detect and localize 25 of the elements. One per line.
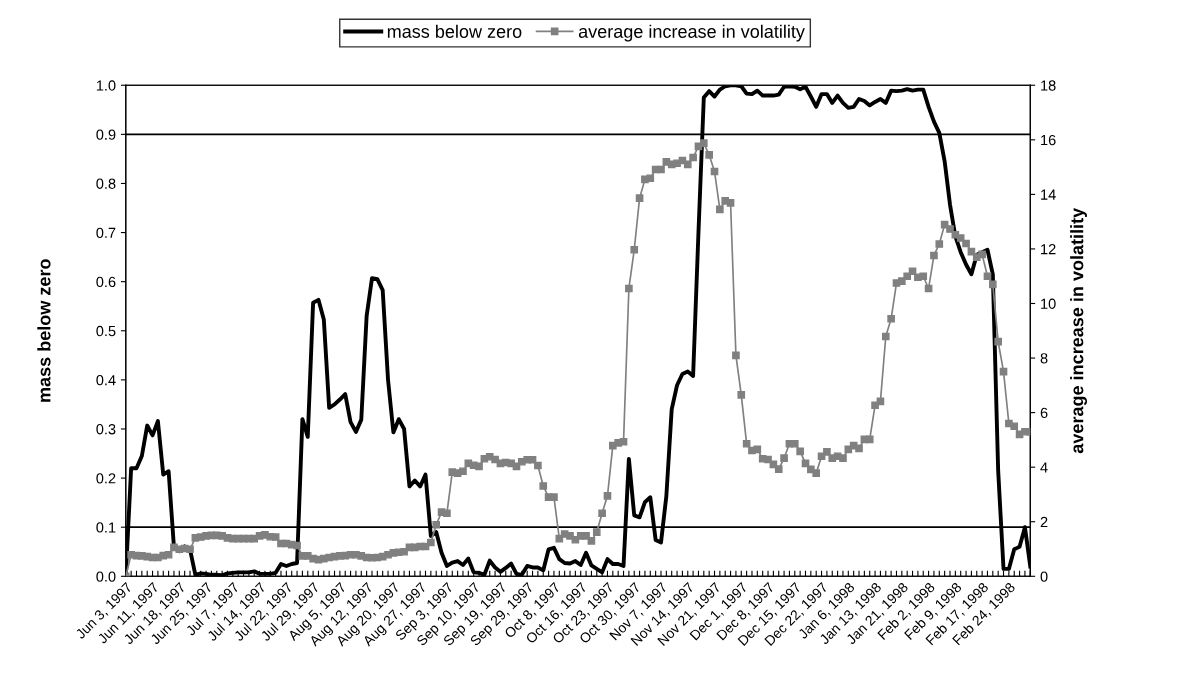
y-tick-label: 0.0	[96, 571, 116, 582]
y-tick-label: 0.6	[96, 276, 116, 288]
y2-tick-label: 6	[1040, 407, 1048, 419]
y-tick-label: 1.0	[96, 80, 116, 91]
y-axis-title: mass below zero	[37, 259, 51, 402]
y-tick-label: 0.2	[96, 473, 116, 484]
y-tick-label: 0.1	[96, 522, 116, 533]
y2-tick-label: 10	[1041, 298, 1056, 309]
legend-label: mass below zero	[387, 24, 522, 38]
y2-axis-title: average increase in volatility	[1070, 207, 1088, 454]
y-tick-label: 0.3	[96, 424, 116, 435]
y-tick-label: 0.7	[96, 227, 116, 238]
y2-tick-label: 8	[1040, 353, 1048, 364]
legend-label: average increase in volatility	[578, 24, 805, 42]
y-tick-label: 0.5	[96, 325, 116, 337]
y2-tick-label: 14	[1041, 189, 1056, 200]
y-tick-label: 0.8	[96, 178, 116, 189]
y2-tick-label: 12	[1041, 244, 1056, 255]
y2-tick-label: 16	[1041, 134, 1056, 146]
y2-tick-label: 0	[1040, 571, 1048, 582]
y2-tick-label: 2	[1040, 516, 1048, 528]
y2-tick-label: 18	[1041, 80, 1056, 91]
y-tick-label: 0.9	[96, 129, 116, 140]
y2-tick-label: 4	[1040, 462, 1048, 473]
y-tick-label: 0.4	[96, 374, 116, 386]
